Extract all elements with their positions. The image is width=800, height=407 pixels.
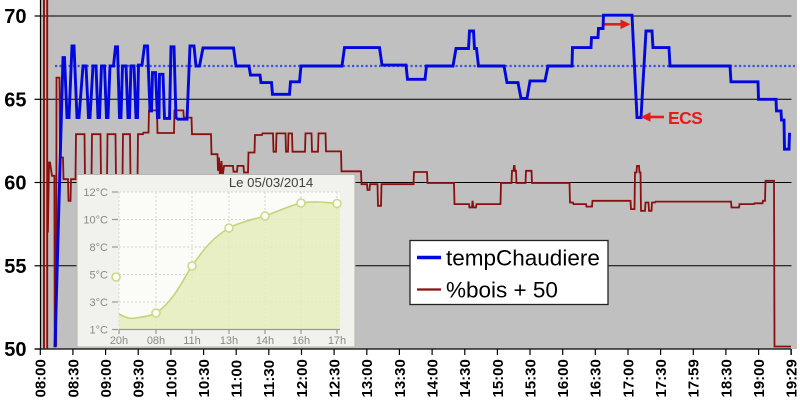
svg-text:16:00: 16:00 xyxy=(555,359,572,397)
svg-text:13:00: 13:00 xyxy=(359,359,376,397)
svg-text:12:30: 12:30 xyxy=(327,359,344,397)
svg-text:50: 50 xyxy=(4,339,26,361)
svg-text:08:00: 08:00 xyxy=(33,359,50,397)
svg-text:09:30: 09:30 xyxy=(131,359,148,397)
svg-text:17:00: 17:00 xyxy=(620,359,637,397)
svg-text:12°C: 12°C xyxy=(83,187,108,199)
svg-text:15:00: 15:00 xyxy=(490,359,507,397)
svg-text:17h: 17h xyxy=(328,335,346,347)
svg-text:Le 05/03/2014: Le 05/03/2014 xyxy=(229,175,313,190)
svg-text:15:30: 15:30 xyxy=(522,359,539,397)
svg-text:09:00: 09:00 xyxy=(98,359,115,397)
svg-text:14:30: 14:30 xyxy=(457,359,474,397)
svg-text:13:30: 13:30 xyxy=(392,359,409,397)
svg-text:08:30: 08:30 xyxy=(65,359,82,397)
svg-text:tempChaudiere: tempChaudiere xyxy=(446,246,600,271)
svg-text:5°C: 5°C xyxy=(90,270,109,282)
svg-text:11:30: 11:30 xyxy=(261,360,278,398)
svg-text:18:30: 18:30 xyxy=(718,359,735,397)
svg-text:13h: 13h xyxy=(220,335,238,347)
svg-text:19:00: 19:00 xyxy=(751,359,768,397)
svg-text:14:00: 14:00 xyxy=(425,359,442,397)
svg-text:11h: 11h xyxy=(183,335,201,347)
svg-text:12:00: 12:00 xyxy=(294,359,311,397)
svg-text:10°C: 10°C xyxy=(83,215,108,227)
svg-text:10:00: 10:00 xyxy=(163,359,180,397)
svg-text:ECS: ECS xyxy=(668,108,702,128)
svg-text:1°C: 1°C xyxy=(90,325,109,337)
svg-text:60: 60 xyxy=(4,173,26,195)
svg-text:10:30: 10:30 xyxy=(196,359,213,397)
svg-text:17:59: 17:59 xyxy=(686,359,703,397)
svg-text:70: 70 xyxy=(4,6,26,28)
svg-text:17:30: 17:30 xyxy=(653,359,670,397)
svg-text:19:29: 19:29 xyxy=(784,359,800,397)
svg-text:16h: 16h xyxy=(292,335,310,347)
svg-text:08h: 08h xyxy=(147,335,165,347)
svg-text:16:30: 16:30 xyxy=(588,359,605,397)
svg-text:55: 55 xyxy=(4,256,26,278)
svg-text:65: 65 xyxy=(4,89,26,111)
svg-text:11:00: 11:00 xyxy=(229,360,246,398)
svg-text:20h: 20h xyxy=(110,335,128,347)
svg-text:14h: 14h xyxy=(256,335,274,347)
svg-text:%bois + 50: %bois + 50 xyxy=(446,278,558,303)
svg-text:3°C: 3°C xyxy=(90,297,109,309)
svg-text:8°C: 8°C xyxy=(90,242,109,254)
